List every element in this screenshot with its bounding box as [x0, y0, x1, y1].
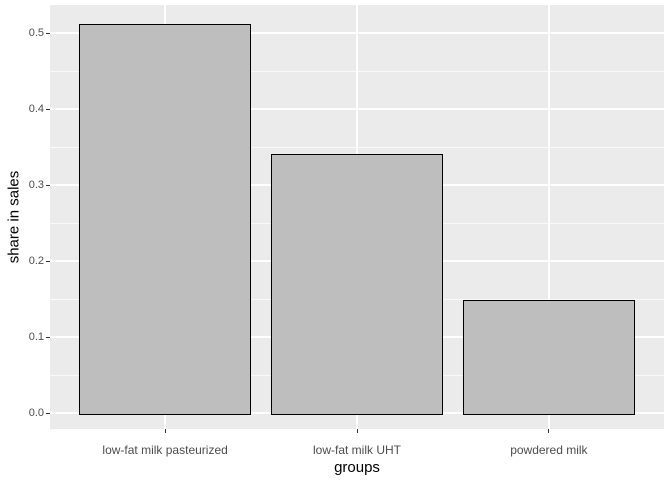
y-tick-mark — [46, 337, 50, 339]
y-tick-mark — [46, 261, 50, 263]
x-tick-label: low-fat milk pasteurized — [102, 443, 228, 457]
y-tick-label: 0.3 — [28, 178, 44, 191]
plot-panel — [50, 5, 664, 429]
y-tick-label: 0.1 — [28, 330, 44, 343]
y-tick-mark — [46, 33, 50, 35]
y-tick-label: 0.5 — [28, 26, 44, 39]
bar — [78, 23, 252, 415]
x-axis-title: groups — [334, 459, 380, 476]
y-tick-mark — [46, 185, 50, 187]
y-tick-mark — [46, 413, 50, 415]
y-axis-title: share in sales — [5, 170, 23, 264]
x-tick-mark — [356, 429, 358, 433]
y-tick-label: 0.4 — [28, 102, 44, 115]
x-tick-label: powdered milk — [510, 443, 588, 457]
x-grid-major — [547, 5, 550, 429]
y-tick-label: 0.2 — [28, 254, 44, 267]
y-tick-mark — [46, 109, 50, 111]
x-tick-mark — [164, 429, 166, 433]
x-tick-label: low-fat milk UHT — [312, 443, 401, 457]
y-tick-label: 0.0 — [28, 406, 44, 419]
bar — [462, 300, 636, 415]
x-tick-mark — [548, 429, 550, 433]
bar — [270, 153, 444, 415]
